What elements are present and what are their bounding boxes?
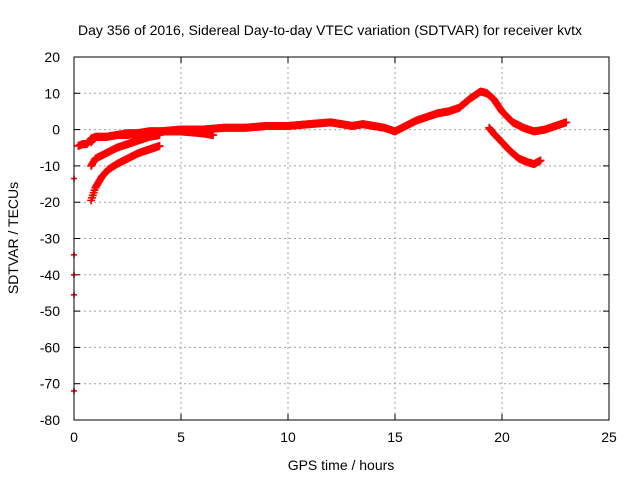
y-tick-label: 20 — [44, 49, 60, 65]
y-tick-label: -60 — [40, 339, 60, 355]
x-tick-label: 0 — [70, 429, 78, 445]
y-axis-title: SDTVAR / TECUs — [5, 182, 21, 294]
y-tick-label: -10 — [40, 158, 60, 174]
y-tick-label: -80 — [40, 412, 60, 428]
series-lower-branch — [87, 141, 164, 205]
x-tick-label: 20 — [494, 429, 510, 445]
y-tick-label: -30 — [40, 231, 60, 247]
y-axis-ticks: -80 -70 -60 -50 -40 -30 -20 -10 0 10 20 — [40, 49, 609, 428]
series-middle-branch — [87, 131, 164, 170]
data-point — [536, 156, 545, 165]
series-descending-branch — [485, 123, 545, 169]
data-point — [155, 141, 164, 150]
data-point — [155, 131, 164, 140]
x-tick-label: 5 — [177, 429, 185, 445]
data-point — [562, 118, 571, 127]
plot-frame — [73, 56, 610, 421]
grid-lines — [74, 57, 609, 420]
y-tick-label: 0 — [52, 122, 60, 138]
y-tick-label: -20 — [40, 194, 60, 210]
x-axis-title: GPS time / hours — [288, 457, 395, 473]
y-tick-label: -70 — [40, 376, 60, 392]
y-tick-label: -50 — [40, 303, 60, 319]
chart-title: Day 356 of 2016, Sidereal Day-to-day VTE… — [78, 22, 582, 38]
x-axis-ticks: 0 5 10 15 20 25 — [70, 57, 617, 445]
data-points — [71, 87, 571, 394]
data-point — [209, 131, 218, 140]
y-tick-label: -40 — [40, 267, 60, 283]
y-tick-label: 10 — [44, 85, 60, 101]
x-tick-label: 10 — [280, 429, 296, 445]
x-tick-label: 15 — [387, 429, 403, 445]
x-tick-label: 25 — [601, 429, 617, 445]
